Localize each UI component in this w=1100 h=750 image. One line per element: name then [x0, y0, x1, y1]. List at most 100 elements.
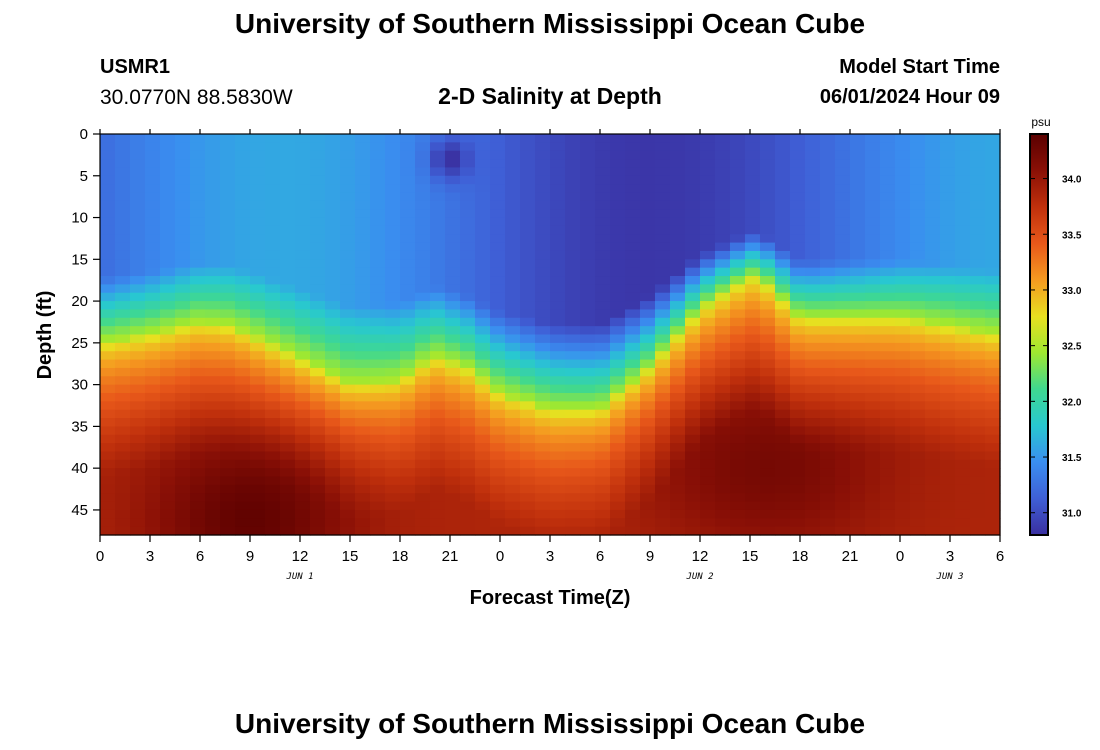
heat-cell [145, 292, 161, 302]
heat-cell [430, 334, 446, 344]
heat-cell [415, 317, 431, 327]
heat-cell [535, 493, 551, 503]
heat-cell [295, 267, 311, 277]
heat-cell [250, 301, 266, 311]
heat-cell [820, 526, 836, 536]
heat-cell [895, 476, 911, 486]
heat-cell [115, 434, 131, 444]
heat-cell [895, 351, 911, 361]
heat-cell [835, 317, 851, 327]
heat-cell [415, 367, 431, 377]
heat-cell [460, 134, 476, 143]
heat-cell [535, 167, 551, 177]
heat-cell [310, 342, 326, 352]
heat-cell [115, 384, 131, 394]
heat-cell [130, 468, 146, 478]
heat-cell [460, 493, 476, 503]
heat-cell [100, 401, 116, 411]
heat-cell [715, 326, 731, 336]
heat-cell [250, 376, 266, 386]
heat-cell [415, 418, 431, 427]
heat-cell [385, 376, 401, 386]
heat-cell [310, 392, 326, 402]
heat-cell [865, 334, 881, 344]
heat-cell [625, 434, 641, 444]
heat-cell [100, 451, 116, 461]
heat-cell [310, 284, 326, 294]
heat-cell [955, 200, 971, 210]
heat-cell [790, 284, 806, 294]
heat-cell [625, 167, 641, 177]
heat-cell [655, 225, 671, 235]
heat-cell [685, 167, 701, 177]
x-tick-label: 21 [842, 548, 859, 565]
heat-cell [100, 150, 116, 160]
heat-cell [850, 134, 866, 143]
heat-cell [505, 443, 521, 453]
heat-cell [235, 367, 251, 377]
heat-cell [130, 426, 146, 436]
heat-cell [580, 167, 596, 177]
heat-cell [625, 351, 641, 361]
heat-cell [760, 509, 776, 519]
heat-cell [985, 342, 1001, 352]
heat-cell [220, 184, 236, 194]
heat-cell [700, 459, 716, 469]
heat-cell [715, 309, 731, 319]
heat-cell [970, 276, 986, 285]
heat-cell [220, 225, 236, 235]
heat-cell [880, 443, 896, 453]
heat-cell [880, 242, 896, 252]
heat-cell [550, 309, 566, 319]
heat-cell [745, 292, 761, 302]
heat-cell [760, 250, 776, 260]
heat-cell [115, 476, 131, 486]
colorbar-tick-label: 33.0 [1062, 286, 1082, 297]
heat-cell [160, 509, 176, 519]
heat-cell [115, 351, 131, 361]
heat-cell [160, 367, 176, 377]
heat-cell [700, 351, 716, 361]
heat-cell [325, 443, 341, 453]
heat-cell [400, 276, 416, 285]
heat-cell [700, 392, 716, 402]
heat-cell [865, 443, 881, 453]
heat-cell [685, 342, 701, 352]
heat-cell [910, 509, 926, 519]
heat-cell [235, 401, 251, 411]
heat-cell [145, 142, 161, 152]
heat-cell [430, 242, 446, 252]
heat-cell [340, 292, 356, 302]
heat-cell [580, 284, 596, 294]
heat-cell [985, 518, 1001, 528]
heat-cell [265, 384, 281, 394]
heat-cell [955, 443, 971, 453]
heat-cell [505, 418, 521, 427]
heat-cell [655, 334, 671, 344]
heat-cell [715, 418, 731, 427]
heat-cell [505, 142, 521, 152]
heat-cell [625, 301, 641, 311]
heat-cell [295, 342, 311, 352]
heat-cell [940, 509, 956, 519]
heat-cell [385, 451, 401, 461]
heat-cell [940, 192, 956, 202]
heat-cell [430, 367, 446, 377]
heat-cell [475, 142, 491, 152]
heat-cell [715, 209, 731, 219]
heat-cell [175, 250, 191, 260]
heat-cell [295, 242, 311, 252]
heat-cell [205, 167, 221, 177]
heat-cell [580, 501, 596, 511]
heat-cell [895, 142, 911, 152]
heat-cell [955, 509, 971, 519]
heat-cell [565, 284, 581, 294]
heat-cell [580, 234, 596, 244]
heat-cell [925, 401, 941, 411]
heat-cell [790, 309, 806, 319]
heat-cell [820, 401, 836, 411]
heat-cell [940, 518, 956, 528]
heat-cell [265, 225, 281, 235]
heat-cell [625, 384, 641, 394]
heat-cell [415, 200, 431, 210]
